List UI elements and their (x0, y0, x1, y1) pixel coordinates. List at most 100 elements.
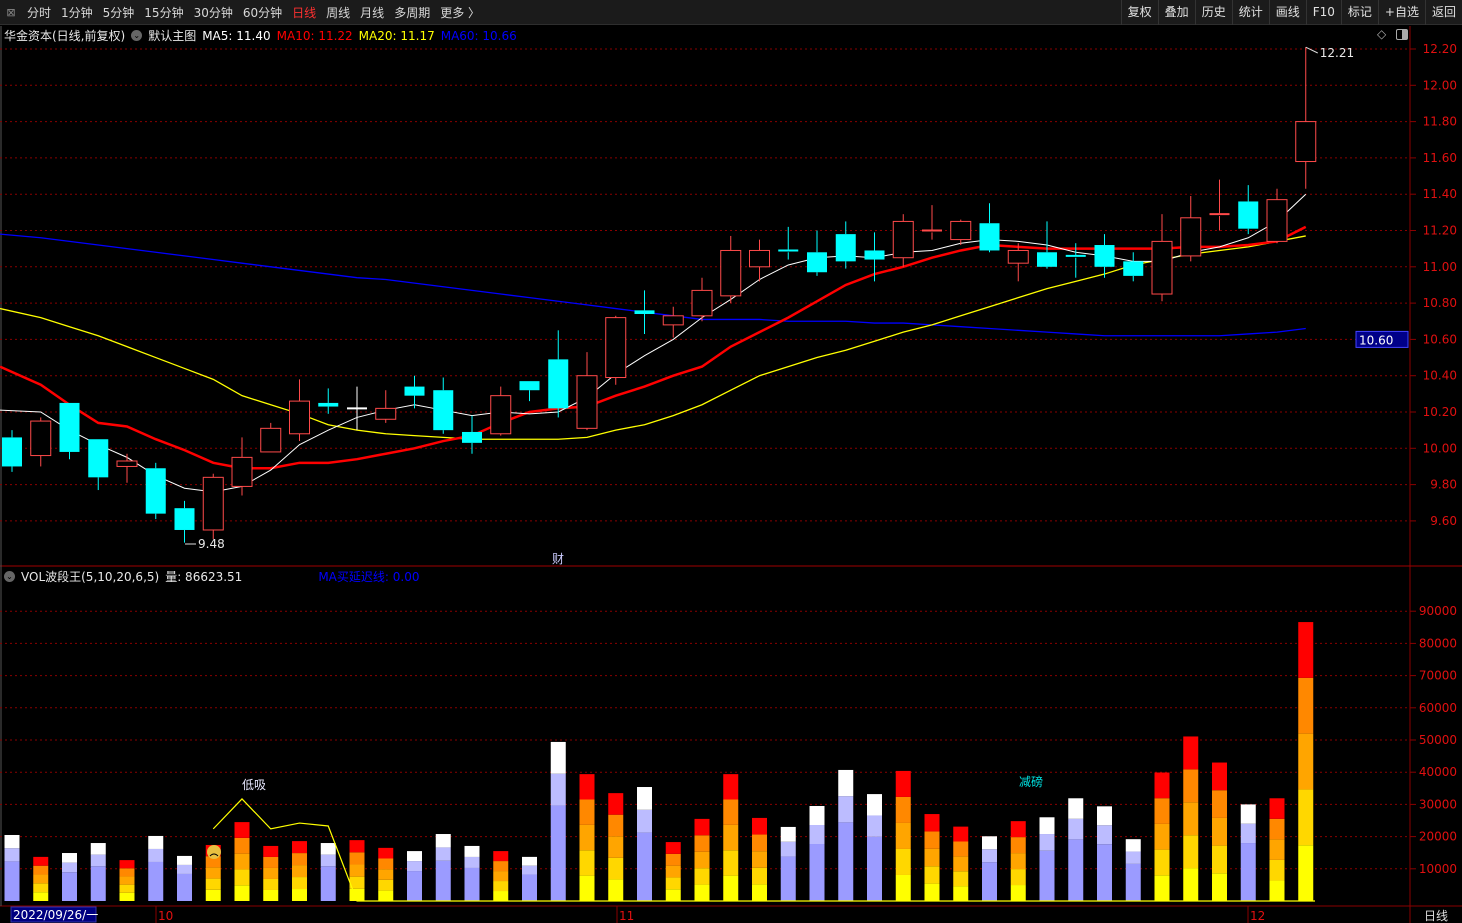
volume-bar-up (1154, 798, 1170, 824)
candle-down (462, 431, 482, 443)
volume-bar-up (723, 875, 739, 901)
volume-bar-down (62, 872, 77, 901)
volume-bar-up (349, 852, 365, 865)
volume-bar-down (1125, 839, 1141, 852)
volume-bar-up (895, 770, 911, 797)
period-tab[interactable]: 1分钟 (61, 5, 93, 20)
ma60-value: MA60: 10.66 (440, 28, 517, 43)
ma5-value: MA5: 11.40 (202, 28, 271, 43)
period-tab[interactable]: 月线 (360, 5, 385, 20)
template-selector[interactable]: 默认主图 (148, 29, 197, 43)
period-tab[interactable]: 5分钟 (102, 5, 135, 20)
toolbar-button[interactable]: 标记 (1340, 0, 1378, 25)
panel-toggle-icon[interactable] (1396, 29, 1408, 40)
toolbar-button[interactable]: 历史 (1194, 0, 1232, 25)
diamond-icon[interactable]: ◇ (1377, 27, 1387, 41)
volume-bar-up (723, 850, 739, 876)
candle-up (116, 460, 138, 467)
candle-up (289, 400, 310, 435)
volume-bar-down (62, 853, 77, 863)
volume-bar-up (378, 847, 394, 859)
volume-bar-up (1212, 845, 1227, 874)
volume-bar-down (320, 866, 336, 901)
volume-bar-up (119, 876, 135, 885)
period-tab[interactable]: 15分钟 (144, 5, 184, 20)
period-tab[interactable]: 周线 (326, 5, 351, 20)
main-legend: 华金资本(日线,前复权) ⌄ 默认主图 MA5: 11.40 MA10: 11.… (4, 27, 517, 44)
toolbar-button[interactable]: 复权 (1120, 0, 1158, 25)
volume-bar-down (982, 836, 997, 850)
candle-down (59, 402, 80, 452)
volume-bar-up (665, 853, 681, 866)
volume-bar-down (4, 834, 20, 849)
volume-bar-up (493, 881, 509, 892)
volume-bar-up (694, 851, 710, 869)
candle-up (202, 476, 224, 531)
candle-up (490, 395, 512, 435)
candle-down (548, 359, 569, 409)
volume-bar-up (119, 868, 135, 877)
volume-bar-down (1240, 823, 1256, 844)
price-tick-label: 10.00 (1423, 441, 1457, 455)
volume-bar-down (838, 769, 854, 797)
chevron-down-icon[interactable]: ⌄ (4, 571, 15, 582)
toolbar-button[interactable]: +自选 (1377, 0, 1425, 25)
current-price-tag (1355, 330, 1409, 348)
volume-bar-up (1183, 802, 1199, 836)
volume-bar-up (953, 886, 969, 901)
candle-up (1151, 240, 1173, 295)
period-tab[interactable]: 多周期 (394, 5, 431, 20)
volume-tick-label: 20000 (1419, 830, 1457, 844)
volume-bar-up (665, 877, 681, 890)
volume-bar-down (780, 856, 796, 901)
volume-tick-label: 50000 (1419, 733, 1457, 747)
volume-bar-up (1183, 769, 1199, 803)
volume-bar-up (1183, 736, 1199, 770)
volume-bar-up (33, 892, 49, 901)
candle-down (318, 402, 339, 407)
volume-legend: ⌄ VOL波段王(5,10,20,6,5) 量: 86623.51 MA买延迟线… (4, 568, 419, 585)
period-tab[interactable]: 日线 (292, 5, 317, 20)
volume-bar-up (378, 890, 394, 901)
volume-bar-up (1212, 790, 1227, 818)
volume-bar-up (493, 891, 509, 901)
period-tab[interactable]: 分时 (27, 5, 52, 20)
volume-bar-up (752, 817, 767, 835)
candle-down (835, 234, 856, 262)
ma20-value: MA20: 11.17 (358, 28, 435, 43)
volume-bar-up (234, 885, 250, 901)
volume-signal-line (212, 798, 1315, 902)
volume-bar-up (1154, 823, 1170, 850)
toolbar-button[interactable]: 返回 (1424, 0, 1462, 25)
toolbar-button[interactable]: 画线 (1268, 0, 1306, 25)
candle-up (1180, 217, 1202, 257)
volume-bar-up (263, 856, 279, 868)
volume-bar-up (752, 884, 767, 901)
volume-bar-up (1010, 821, 1026, 838)
period-tab[interactable]: 60分钟 (242, 5, 283, 20)
volume-bar-down (1125, 863, 1141, 901)
volume-bar-down (780, 841, 796, 857)
event-marker: 财 (552, 552, 564, 566)
volume-bar-up (493, 861, 509, 872)
volume-bar-down (407, 861, 422, 872)
volume-bar-up (1212, 817, 1227, 846)
volume-bar-down (867, 794, 882, 816)
toolbar-button[interactable]: F10 (1305, 0, 1341, 25)
volume-tick-label: 90000 (1419, 604, 1457, 618)
toolbar-button[interactable]: 统计 (1231, 0, 1269, 25)
chevron-down-icon[interactable]: ⌄ (131, 30, 143, 41)
volume-bar-down (320, 843, 336, 855)
period-tab[interactable]: 30分钟 (193, 5, 233, 20)
volume-bar-down (1240, 843, 1256, 901)
toolbar-button[interactable]: 叠加 (1157, 0, 1195, 25)
sidebar-toggle-icon[interactable]: ⊠ (6, 5, 16, 19)
price-tick-label: 11.60 (1423, 151, 1457, 165)
period-tab[interactable]: 更多 〉 (440, 5, 481, 20)
volume-indicator-title[interactable]: VOL波段王(5,10,20,6,5) (21, 570, 160, 584)
volume-bar-down (435, 847, 451, 861)
price-tick-label: 9.60 (1430, 514, 1457, 528)
volume-bar-up (234, 853, 250, 870)
volume-bar-down (1039, 834, 1055, 851)
